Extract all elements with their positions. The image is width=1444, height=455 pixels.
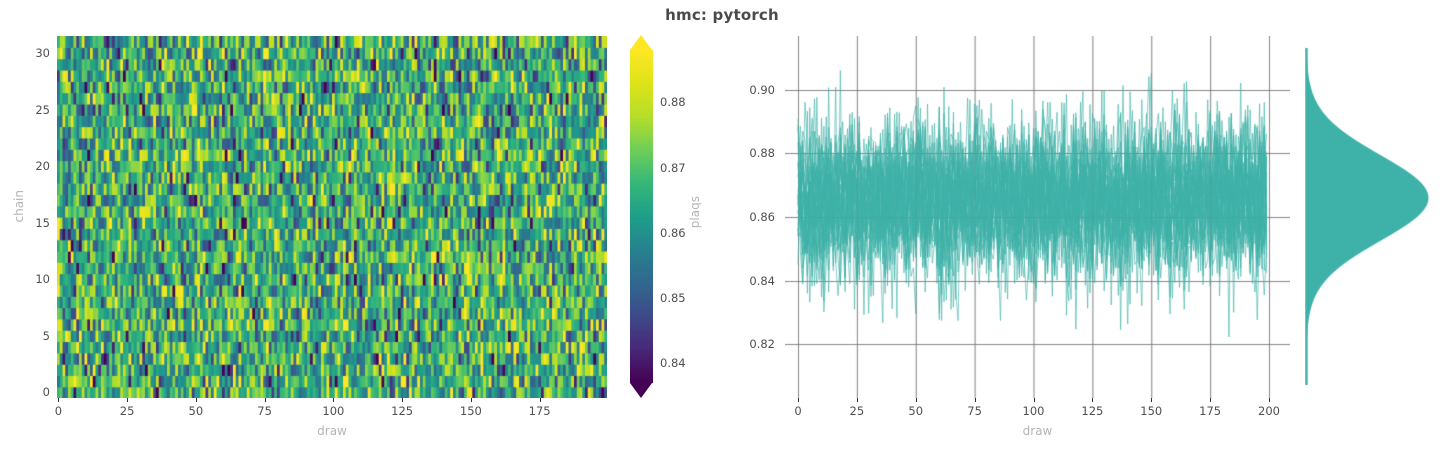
heatmap-ylabel: chain xyxy=(12,190,26,223)
trace-axes xyxy=(785,36,1290,398)
tick-label: 125 xyxy=(391,404,414,418)
tick-mark xyxy=(856,398,858,402)
density-axes xyxy=(1305,36,1444,398)
tick-mark xyxy=(470,398,472,402)
tick-label: 5 xyxy=(42,328,50,343)
tick-label: 0.82 xyxy=(749,337,775,352)
tick-mark xyxy=(1210,398,1212,402)
tick-label: 150 xyxy=(459,404,482,418)
tick-label: 0.86 xyxy=(660,225,686,240)
tick-mark xyxy=(1151,398,1153,402)
tick-mark xyxy=(1092,398,1094,402)
trace-xlabel: draw xyxy=(1022,424,1053,438)
colorbar-arrow-up-icon xyxy=(630,35,652,50)
trace-canvas xyxy=(785,36,1290,398)
tick-label: 0.86 xyxy=(749,210,775,224)
tick-mark xyxy=(1269,398,1270,402)
tick-label: 0.84 xyxy=(749,273,775,288)
tick-label: 75 xyxy=(257,404,272,418)
tick-label: 25 xyxy=(119,404,135,418)
heatmap-xlabel: draw xyxy=(317,424,347,438)
tick-mark xyxy=(58,398,60,402)
tick-label: 25 xyxy=(35,102,50,117)
tick-label: 0 xyxy=(42,385,50,400)
tick-label: 25 xyxy=(849,404,865,418)
tick-label: 150 xyxy=(1140,404,1163,418)
tick-label: 10 xyxy=(35,272,50,287)
density-canvas xyxy=(1305,36,1444,398)
colorbar-canvas xyxy=(630,50,653,383)
tick-mark xyxy=(195,398,197,402)
tick-label: 20 xyxy=(35,159,50,174)
tick-label: 100 xyxy=(322,404,345,418)
tick-label: 0 xyxy=(54,404,63,418)
colorbar xyxy=(630,50,653,383)
tick-label: 125 xyxy=(1081,404,1104,418)
tick-mark xyxy=(402,398,404,402)
tick-mark xyxy=(915,398,917,402)
tick-mark xyxy=(127,398,129,402)
tick-label: 0 xyxy=(794,404,802,418)
tick-label: 175 xyxy=(528,404,551,418)
tick-label: 175 xyxy=(1199,404,1222,418)
figure-title: hmc: pytorch xyxy=(665,6,779,24)
tick-label: 0.88 xyxy=(749,146,775,161)
tick-label: 0.85 xyxy=(660,291,686,306)
tick-label: 15 xyxy=(35,215,50,230)
tick-label: 0.90 xyxy=(749,82,775,97)
tick-label: 0.84 xyxy=(660,356,686,371)
colorbar-arrow-down-icon xyxy=(630,383,652,398)
tick-label: 30 xyxy=(35,45,50,60)
tick-label: 100 xyxy=(1022,404,1045,418)
tick-mark xyxy=(1033,398,1035,402)
tick-mark xyxy=(264,398,266,402)
heatmap-canvas xyxy=(57,36,607,398)
tick-mark xyxy=(798,398,799,402)
tick-mark xyxy=(539,398,541,402)
tick-mark xyxy=(333,398,335,402)
tick-mark xyxy=(974,398,976,402)
tick-label: 50 xyxy=(188,404,204,418)
tick-label: 50 xyxy=(908,404,924,418)
tick-label: 0.87 xyxy=(660,160,686,175)
tick-label: 0.88 xyxy=(660,95,686,110)
tick-label: 200 xyxy=(1258,404,1280,418)
heatmap-axes xyxy=(57,36,607,398)
colorbar-label: plaqs xyxy=(688,196,702,229)
tick-label: 75 xyxy=(967,404,982,418)
